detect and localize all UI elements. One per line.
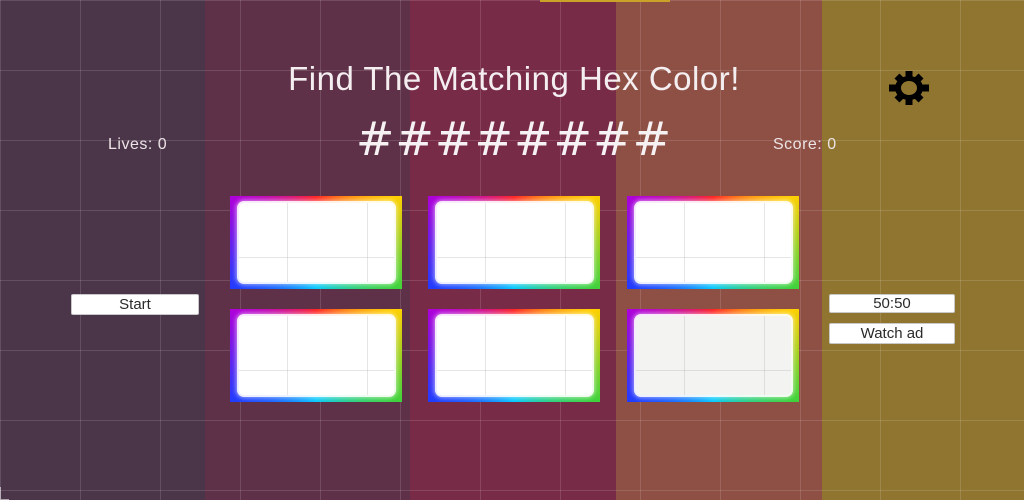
card-face [437, 316, 592, 395]
card-face [437, 203, 592, 282]
corner-marker [0, 487, 9, 500]
hex-code-display: ######## [355, 112, 673, 166]
color-card-3[interactable] [627, 196, 799, 289]
color-card-6[interactable] [627, 309, 799, 402]
fifty-fifty-button[interactable]: 50:50 [829, 294, 955, 313]
color-card-4[interactable] [230, 309, 402, 402]
settings-button[interactable] [888, 70, 930, 106]
watch-ad-button[interactable]: Watch ad [829, 323, 955, 344]
color-card-2[interactable] [428, 196, 600, 289]
lives-counter: Lives: 0 [108, 136, 168, 153]
top-accent-bar [540, 0, 670, 2]
color-card-5[interactable] [428, 309, 600, 402]
card-face [239, 316, 394, 395]
color-card-1[interactable] [230, 196, 402, 289]
bg-stripe [822, 0, 1024, 500]
card-face [636, 316, 791, 395]
start-button[interactable]: Start [71, 294, 199, 315]
game-title: Find The Matching Hex Color! [288, 60, 740, 97]
card-face [239, 203, 394, 282]
bg-stripe [0, 0, 205, 500]
score-counter: Score: 0 [773, 136, 837, 153]
card-face [636, 203, 791, 282]
gear-icon [889, 71, 929, 105]
